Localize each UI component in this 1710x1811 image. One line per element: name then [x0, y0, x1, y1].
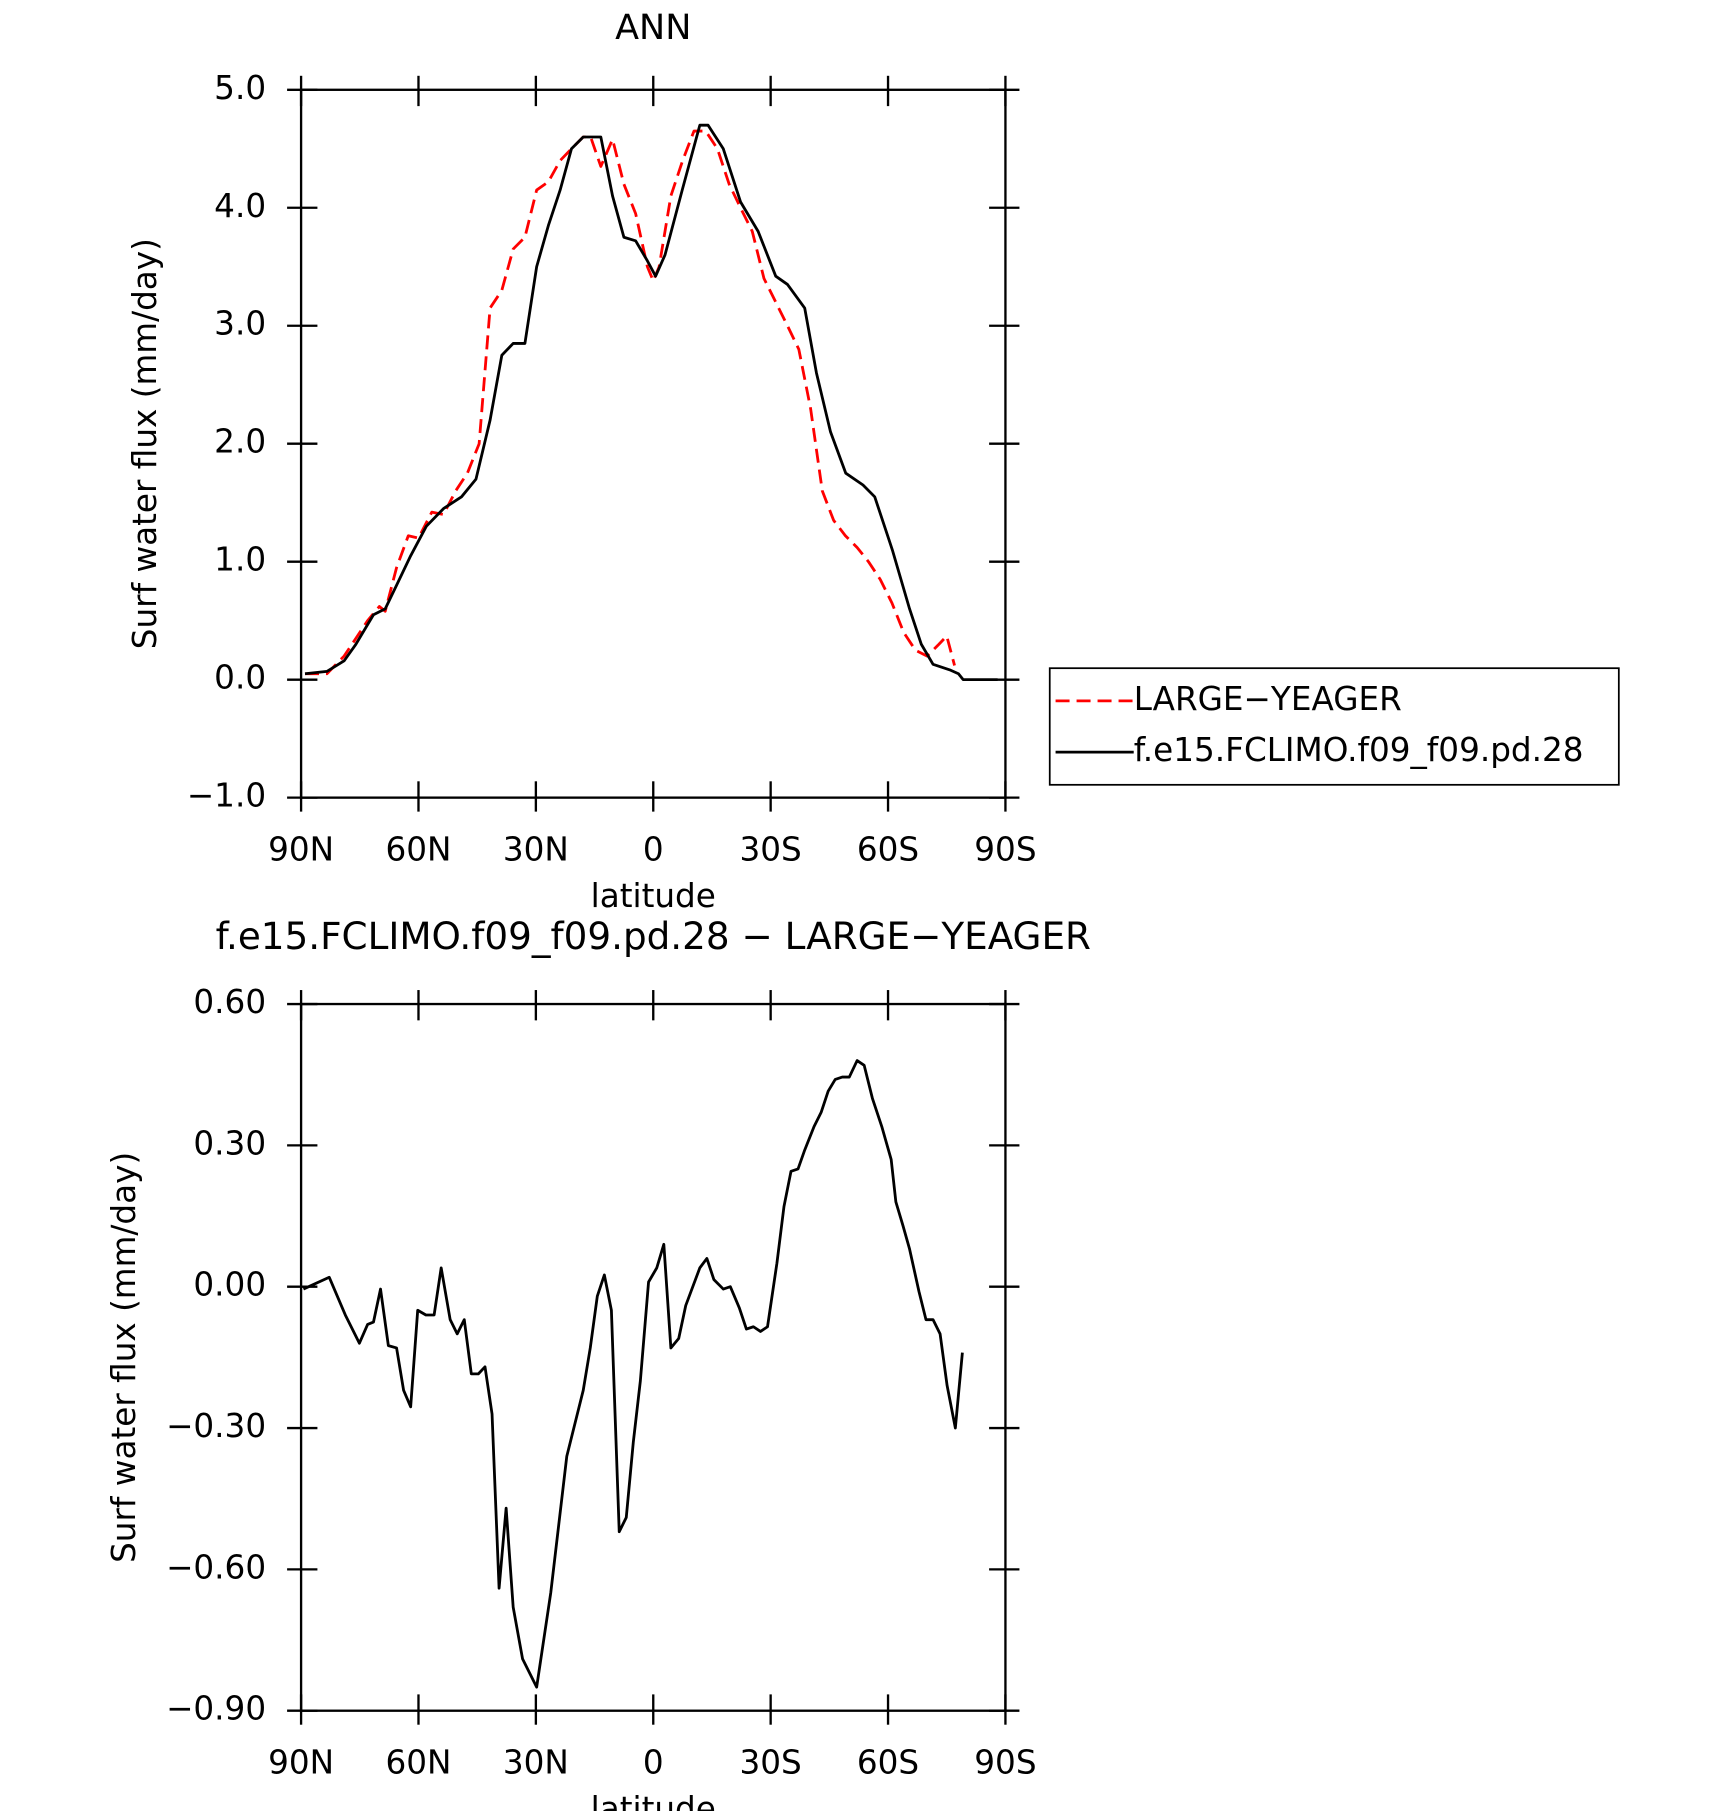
chart-title: f.e15.FCLIMO.f09_f09.pd.28 − LARGE−YEAGE…: [216, 914, 1091, 958]
chart-title: ANN: [615, 8, 691, 48]
x-tick-label: 60S: [857, 1743, 919, 1781]
data-line: [305, 129, 956, 676]
y-tick-label: −1.0: [187, 777, 266, 815]
x-tick-label: 30S: [740, 830, 802, 868]
legend-box: [1048, 667, 1620, 786]
y-tick-label: −0.60: [166, 1548, 266, 1586]
x-tick-label: 90S: [974, 1743, 1036, 1781]
x-axis-label: latitude: [591, 877, 716, 915]
x-tick-label: 90N: [268, 1743, 334, 1781]
y-tick-label: 0.0: [214, 659, 266, 697]
x-tick-label: 60S: [857, 830, 919, 868]
x-tick-label: 0: [643, 1743, 664, 1781]
x-tick-label: 30N: [503, 1743, 569, 1781]
y-tick-label: 0.60: [193, 983, 266, 1021]
x-tick-label: 60N: [386, 1743, 452, 1781]
y-tick-label: −0.30: [166, 1407, 266, 1445]
y-tick-label: 3.0: [214, 305, 266, 343]
legend-label: f.e15.FCLIMO.f09_f09.pd.28: [1134, 731, 1584, 769]
x-tick-label: 90N: [268, 830, 334, 868]
y-tick-label: 4.0: [214, 187, 266, 225]
x-axis-label: latitude: [591, 1790, 716, 1811]
y-tick-label: 1.0: [214, 541, 266, 579]
y-tick-label: −0.90: [166, 1690, 266, 1728]
x-tick-label: 30N: [503, 830, 569, 868]
x-tick-label: 60N: [386, 830, 452, 868]
y-axis-label: Surf water flux (mm/day): [105, 1152, 143, 1563]
x-tick-label: 90S: [974, 830, 1036, 868]
data-line: [304, 123, 998, 682]
data-line: [302, 1059, 964, 1689]
plot-frame: [299, 1002, 1007, 1712]
y-tick-label: 5.0: [214, 69, 266, 107]
y-tick-label: 0.00: [193, 1266, 266, 1304]
x-tick-label: 30S: [740, 1743, 802, 1781]
y-tick-label: 0.30: [193, 1124, 266, 1162]
y-tick-label: 2.0: [214, 423, 266, 461]
legend-label: LARGE−YEAGER: [1134, 680, 1402, 718]
x-tick-label: 0: [643, 830, 664, 868]
y-axis-label: Surf water flux (mm/day): [126, 238, 164, 649]
plot-frame: [299, 88, 1007, 799]
